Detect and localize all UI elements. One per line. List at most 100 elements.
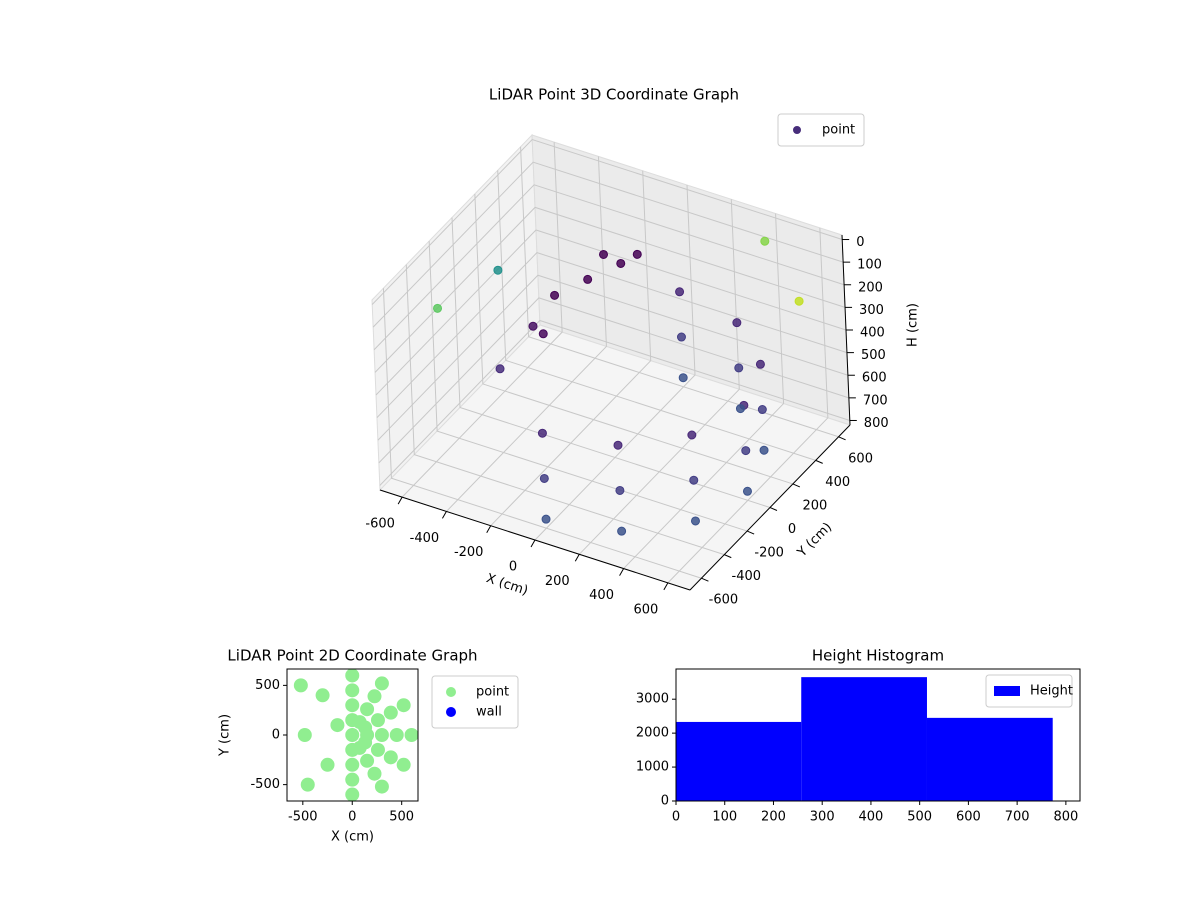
point [678, 373, 688, 383]
grid-line [375, 229, 847, 396]
z-tick-label: 800 [864, 416, 889, 431]
x-axis [379, 489, 691, 591]
y-tick [838, 436, 846, 441]
point [632, 249, 642, 259]
x-tick [663, 582, 669, 591]
point [583, 274, 593, 284]
y-tick-label: -500 [250, 777, 280, 792]
chart-title: LiDAR Point 2D Coordinate Graph [227, 647, 477, 665]
point [370, 742, 385, 757]
point [374, 676, 389, 691]
legend-marker [793, 126, 801, 134]
plot-area [293, 669, 418, 801]
x-tick-label: 400 [859, 810, 884, 825]
point [374, 728, 389, 742]
grid-line [401, 142, 563, 498]
point [345, 757, 360, 772]
grid-line [520, 146, 839, 438]
y-tick-label: 0 [788, 522, 796, 537]
legend-marker [446, 687, 456, 697]
point [433, 303, 443, 313]
grid-line [379, 319, 850, 486]
x-tick-label: 500 [907, 810, 932, 825]
point [374, 779, 389, 794]
z-tick-label: 200 [858, 280, 883, 295]
point [759, 445, 769, 455]
x-tick-label: 0 [509, 560, 517, 575]
point [345, 787, 360, 801]
point [383, 750, 398, 765]
x-tick-label: -500 [288, 810, 318, 825]
grid-line [623, 213, 785, 569]
point [360, 702, 375, 717]
x-axis-label: X (cm) [331, 830, 374, 845]
point [345, 698, 360, 713]
x-tick [619, 568, 625, 576]
grid-line [374, 206, 846, 373]
point [690, 516, 700, 526]
point [493, 265, 503, 275]
point [741, 446, 751, 456]
grid-line [376, 252, 848, 418]
point [367, 766, 382, 781]
point [345, 728, 360, 742]
point [293, 678, 308, 693]
point [345, 669, 360, 683]
x-tick-label: 600 [633, 602, 658, 617]
y-tick [815, 459, 823, 464]
x-tick [486, 525, 492, 533]
x-tick [574, 554, 580, 562]
point [383, 705, 398, 720]
x-tick-label: 600 [956, 810, 981, 825]
z-axis [841, 234, 851, 426]
point [537, 428, 547, 438]
point [599, 249, 608, 259]
bar [926, 717, 1053, 801]
x-tick-label: 100 [712, 810, 737, 825]
grid-line [474, 193, 794, 485]
grid-line [451, 217, 771, 508]
x-tick [441, 511, 447, 519]
x-tick [530, 539, 536, 548]
point [297, 728, 312, 742]
z-axis-label: H (cm) [906, 303, 921, 347]
x-tick-label: 200 [761, 810, 786, 825]
x-tick [397, 496, 403, 505]
legend-box [985, 674, 1073, 708]
x-tick-label: -400 [410, 531, 440, 546]
y-tick-label: 0 [661, 794, 669, 809]
grid-line [373, 184, 845, 351]
legend-swatch [994, 686, 1020, 696]
grid-line [371, 138, 843, 305]
point [742, 486, 752, 496]
grid-line [378, 297, 850, 464]
y-tick [769, 507, 778, 511]
legend-label: point [476, 685, 509, 700]
legend-marker [446, 707, 456, 717]
y-tick-label: -400 [732, 569, 762, 584]
y-axis-label: Y (cm) [794, 520, 835, 561]
chart-title: Height Histogram [812, 647, 944, 665]
point [528, 321, 538, 331]
point [538, 329, 548, 339]
y-tick-label: 1000 [636, 760, 669, 775]
x-tick-label: 800 [1053, 810, 1078, 825]
x-tick-label: 0 [348, 810, 356, 825]
grid-line [377, 274, 849, 441]
point [794, 296, 804, 306]
point [541, 514, 551, 524]
point [404, 728, 418, 742]
x-tick-label: 700 [1005, 810, 1030, 825]
y-tick-label: 400 [825, 475, 850, 490]
point [732, 318, 742, 328]
y-tick-label: 200 [802, 498, 827, 513]
legend-label: wall [476, 705, 502, 720]
legend-box [777, 113, 865, 147]
y-tick [724, 554, 732, 559]
point [757, 405, 767, 415]
x-tick-label: 500 [389, 810, 414, 825]
x-tick-label: 0 [672, 810, 680, 825]
z-tick-label: 700 [863, 393, 888, 408]
point [360, 753, 375, 768]
y-tick [792, 483, 801, 488]
